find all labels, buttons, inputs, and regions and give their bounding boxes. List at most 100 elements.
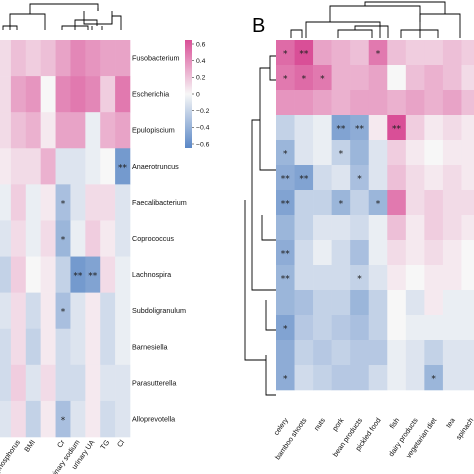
heatmap-cell xyxy=(10,400,27,438)
column-label: ary phosphorus xyxy=(0,438,22,474)
heatmap-cell xyxy=(331,165,351,191)
heatmap-cell xyxy=(276,365,295,391)
heatmap-cell xyxy=(10,112,27,149)
row-label: Parasutterella xyxy=(132,378,176,387)
heatmap-cell xyxy=(100,400,116,438)
heatmap-cell xyxy=(350,40,370,66)
dendrogram-branch xyxy=(111,15,122,30)
heatmap-cell xyxy=(70,220,86,257)
heatmap-cell xyxy=(368,90,388,116)
colorbar-tick-label: 0 xyxy=(196,91,200,98)
heatmap-cell xyxy=(350,165,370,191)
dendrogram-branch xyxy=(265,355,276,396)
heatmap-cell xyxy=(424,315,444,341)
panel-a-heatmap: ****** ****FusobacteriumEscherichiaEpulop… xyxy=(0,3,187,474)
heatmap-cell xyxy=(368,115,388,141)
dendrogram-branch xyxy=(2,25,18,30)
heatmap-cell xyxy=(85,220,101,257)
heatmap-cell xyxy=(350,90,370,116)
heatmap-cell xyxy=(368,190,388,216)
heatmap-cell xyxy=(40,220,56,257)
heatmap-cell xyxy=(115,184,131,221)
heatmap-cell xyxy=(55,400,71,438)
heatmap-cell xyxy=(387,240,407,266)
heatmap-cell xyxy=(387,40,407,66)
heatmap-cell xyxy=(10,220,27,257)
heatmap-cell xyxy=(276,40,295,66)
significance-mark: ** xyxy=(281,250,291,260)
heatmap-cell xyxy=(294,190,314,216)
heatmap-cell xyxy=(115,292,131,330)
heatmap-cell xyxy=(331,190,351,216)
colorbar-tick-label: 0.2 xyxy=(196,75,206,82)
heatmap-cell xyxy=(442,165,462,191)
heatmap-cell xyxy=(331,115,351,141)
heatmap-cell xyxy=(461,65,474,91)
significance-mark: * xyxy=(376,50,381,60)
heatmap-cell xyxy=(387,340,407,366)
heatmap-cell xyxy=(313,240,332,266)
heatmap-cell xyxy=(85,112,101,149)
row-label: Faecalibacterium xyxy=(132,198,187,207)
heatmap-cell xyxy=(313,315,332,341)
dendrogram-branch xyxy=(337,29,373,38)
heatmap-cell xyxy=(40,112,56,149)
heatmap-cell xyxy=(55,292,71,330)
heatmap-cell xyxy=(70,328,86,366)
heatmap-cell xyxy=(10,184,27,221)
dendrogram-branch xyxy=(265,300,276,331)
heatmap-cell xyxy=(276,290,295,316)
row-label: Fusobacterium xyxy=(132,54,180,63)
significance-mark: * xyxy=(61,199,66,209)
heatmap-cell xyxy=(10,328,27,366)
heatmap-cell xyxy=(100,76,116,113)
significance-mark: ** xyxy=(336,125,346,135)
heatmap-cell xyxy=(70,184,86,221)
heatmap-cell xyxy=(424,265,444,291)
dendrogram-branch xyxy=(61,25,89,30)
heatmap-cell xyxy=(294,165,314,191)
significance-mark: * xyxy=(283,150,288,160)
significance-mark: ** xyxy=(355,125,365,135)
heatmap-cell xyxy=(461,140,474,166)
heatmap-cell xyxy=(0,256,12,293)
heatmap-cell xyxy=(461,40,474,66)
significance-mark: ** xyxy=(281,175,291,185)
heatmap-cell xyxy=(25,148,41,185)
heatmap-cell xyxy=(387,215,407,241)
heatmap-cell xyxy=(115,40,131,77)
heatmap-cell xyxy=(405,365,425,391)
heatmap-cell xyxy=(276,240,295,266)
heatmap-cell xyxy=(294,240,314,266)
heatmap-cell xyxy=(424,140,444,166)
heatmap-cell xyxy=(331,290,351,316)
heatmap-cell xyxy=(70,256,86,293)
heatmap-cell xyxy=(85,400,101,438)
heatmap-cell xyxy=(368,65,388,91)
heatmap-cell xyxy=(294,265,314,291)
dendrogram-branch xyxy=(354,25,389,38)
heatmap-cell xyxy=(0,148,12,185)
heatmap-cell xyxy=(115,112,131,149)
colorbar-tick-label: −0.4 xyxy=(196,125,210,132)
colorbar: 0.6 0.4 0.2 0 −0.2 −0.4 −0.6 xyxy=(185,40,210,148)
heatmap-cell xyxy=(100,256,116,293)
significance-mark: * xyxy=(376,200,381,210)
heatmap-cell xyxy=(331,65,351,91)
heatmap-cell xyxy=(25,220,41,257)
heatmap-cell xyxy=(313,140,332,166)
heatmap-cell xyxy=(100,328,116,366)
heatmap-cell xyxy=(368,265,388,291)
heatmap-cell xyxy=(405,165,425,191)
heatmap-cell xyxy=(40,328,56,366)
heatmap-cell xyxy=(276,165,295,191)
significance-mark: ** xyxy=(299,50,309,60)
heatmap-cell xyxy=(331,315,351,341)
heatmap-cell xyxy=(424,215,444,241)
heatmap-cell xyxy=(25,364,41,402)
heatmap-cell xyxy=(25,184,41,221)
heatmap-cell xyxy=(424,65,444,91)
heatmap-cell xyxy=(276,90,295,116)
heatmap-cell xyxy=(276,215,295,241)
heatmap-cell xyxy=(25,40,41,77)
